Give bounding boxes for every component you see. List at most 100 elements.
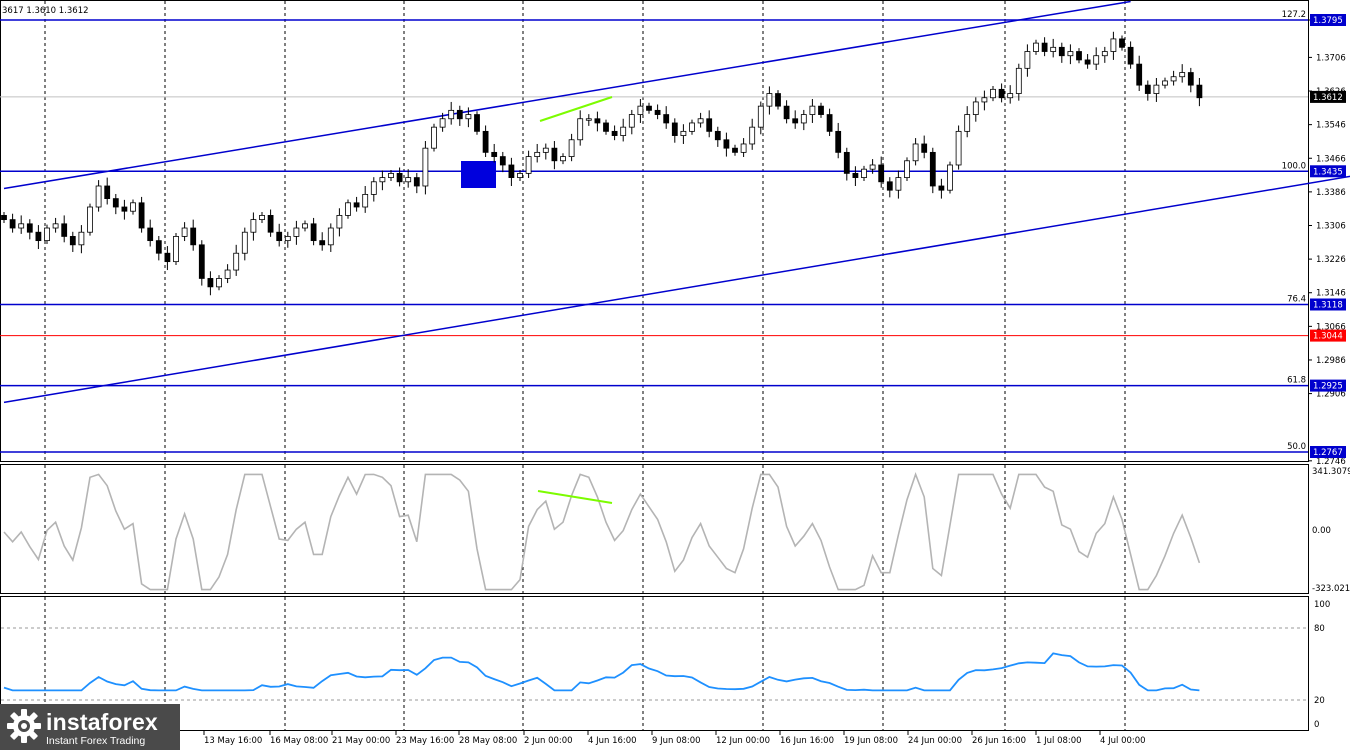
candle-body [1033, 42, 1039, 52]
candle-body [69, 236, 76, 246]
candle-body [491, 151, 498, 157]
candle-body [327, 227, 334, 246]
price-tick-label: 1.3146 [1316, 289, 1346, 299]
time-tick-label: 24 Jun 00:00 [908, 736, 962, 746]
cci-divergence-line [537, 490, 613, 504]
time-tick-label: 16 May 08:00 [270, 736, 328, 746]
candle-body [843, 151, 850, 174]
candle-body [413, 177, 420, 187]
candle-body [302, 223, 308, 229]
candle-body [1050, 46, 1057, 52]
fib-ratio-label: 61.8 [1287, 376, 1306, 386]
time-tick-label: 12 Jun 00:00 [716, 736, 770, 746]
candle-body [680, 130, 687, 136]
candle-body [1153, 84, 1160, 94]
gear-icon [7, 709, 41, 743]
candle-body [998, 88, 1005, 99]
instaforex-logo: instaforex Instant Forex Trading [0, 704, 180, 750]
cci-tick-label: 0.00 [1312, 526, 1331, 536]
main-panel-frame [0, 0, 1309, 462]
candle-body [955, 130, 962, 166]
fibonacci-levels [0, 19, 1308, 453]
price-tick-label: 1.2986 [1316, 356, 1346, 366]
candle-body [439, 118, 446, 128]
candle-body [130, 202, 136, 212]
rsi-tick-label: 80 [1314, 624, 1325, 634]
time-tick-label: 16 Jun 16:00 [780, 736, 834, 746]
logo-brand-name: instaforex [46, 709, 158, 735]
fib-price-tag-bg [1310, 379, 1346, 392]
candle-body [826, 114, 833, 132]
candle-body [155, 240, 162, 254]
candle-body [1058, 46, 1065, 57]
fib-price-tag-bg [1310, 165, 1346, 178]
price-tick-label: 1.3706 [1316, 53, 1346, 63]
candle-body [147, 227, 154, 242]
candle-body [508, 164, 515, 178]
time-tick-label: 23 May 16:00 [396, 736, 454, 746]
candle-body [9, 219, 16, 229]
candle-body [1187, 72, 1194, 86]
red-price-tag: 1.3044 [1313, 332, 1343, 342]
rsi-tick-label: 0 [1314, 720, 1319, 730]
candle-body [388, 172, 394, 178]
candle-body [1179, 72, 1186, 78]
candle-body [276, 231, 283, 242]
time-tick-label: 28 May 08:00 [459, 736, 517, 746]
price-tick-label: 1.3546 [1316, 121, 1346, 131]
candle-body [878, 164, 885, 183]
fib-price-tag: 1.2767 [1313, 448, 1343, 458]
candle-body [1136, 63, 1143, 86]
candle-body [1110, 38, 1117, 52]
rsi-tick-label: 100 [1314, 600, 1330, 610]
candle-body [792, 118, 799, 124]
fib-price-tag-bg [1310, 298, 1346, 311]
candle-body [534, 151, 541, 157]
candle-body [852, 172, 859, 178]
candle-body [233, 252, 240, 271]
candle-body [861, 168, 867, 178]
price-tick-label: 1.3226 [1316, 255, 1346, 265]
candle-body [577, 118, 584, 141]
candle-body [904, 160, 910, 178]
candle-body [1007, 93, 1014, 99]
candle-body [448, 109, 455, 120]
candle-body [465, 114, 472, 120]
candle-body [95, 185, 102, 208]
price-tick-label: 1.2746 [1316, 457, 1346, 467]
candle-body [886, 181, 893, 191]
candle-body [947, 164, 953, 191]
candle-body [620, 126, 627, 136]
candle-body [267, 215, 274, 233]
candle-body [456, 109, 463, 120]
candle-body [775, 93, 781, 107]
candle-body [990, 88, 996, 99]
time-tick-label: 4 Jun 16:00 [588, 736, 637, 746]
candle-body [1, 215, 7, 221]
rsi-line [3, 652, 1200, 692]
candle-body [482, 130, 489, 153]
candle-body [44, 227, 50, 242]
candle-body [732, 147, 738, 153]
candle-body [964, 114, 971, 132]
candle-body [551, 147, 558, 162]
time-tick-label: 4 Jul 00:00 [1100, 736, 1146, 746]
candle-body [1041, 42, 1048, 52]
candle-body [1084, 59, 1091, 65]
candle-body [921, 143, 928, 153]
candle-body [809, 105, 816, 115]
candle-body [981, 97, 988, 103]
candle-body [216, 278, 222, 288]
highlight-box [461, 161, 496, 188]
logo-tagline: Instant Forex Trading [46, 735, 146, 747]
price-divergence-line [539, 96, 613, 122]
candle-body [1076, 51, 1082, 61]
candle-body [818, 105, 824, 115]
time-tick-label: 13 May 16:00 [204, 736, 262, 746]
cci-line [3, 472, 1201, 591]
candle-body [714, 130, 721, 141]
candle-body [26, 223, 33, 233]
fib-ratio-label: 76.4 [1287, 294, 1306, 304]
price-tick-label: 1.3066 [1316, 322, 1346, 332]
